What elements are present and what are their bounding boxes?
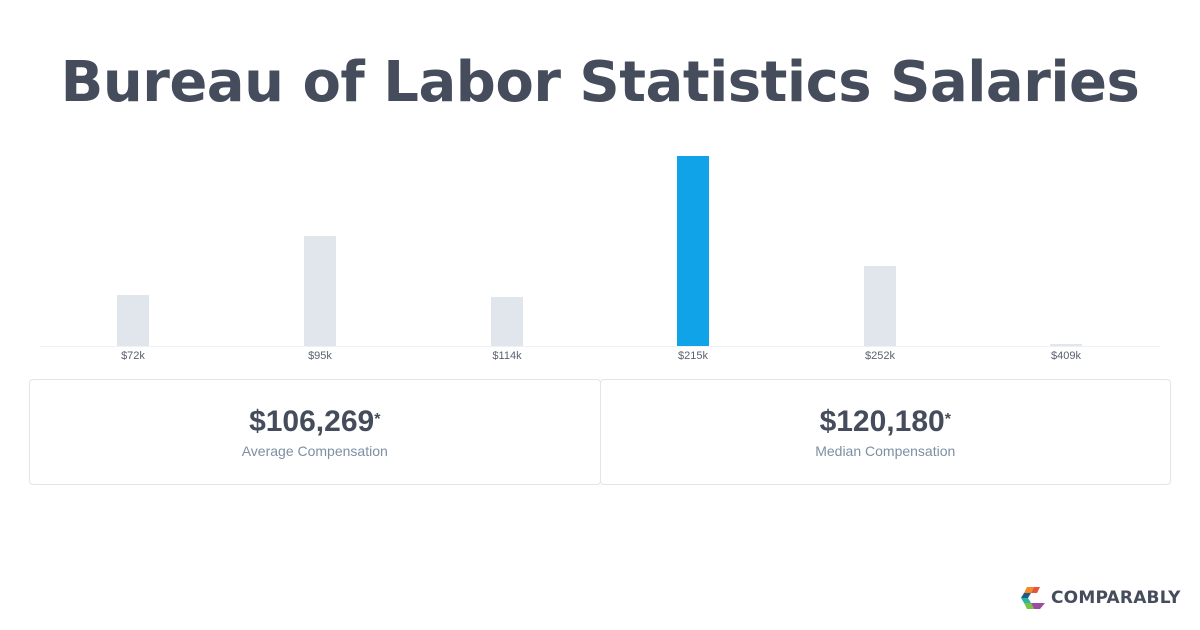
bar-215k [677, 156, 709, 346]
median-compensation-value: $120,180* [819, 405, 951, 438]
brand-name: COMPARABLY [1051, 588, 1181, 608]
compensation-cards: $106,269* Average Compensation $120,180*… [29, 379, 1171, 485]
x-tick-label: $95k [308, 350, 332, 362]
page-title: Bureau of Labor Statistics Salaries [60, 50, 1140, 115]
x-tick-label: $409k [1051, 350, 1081, 362]
x-tick-label: $72k [121, 350, 145, 362]
salary-bar-chart: $72k $95k $114k $215k $252k $409k [40, 140, 1160, 370]
average-compensation-card: $106,269* Average Compensation [29, 379, 601, 485]
bar-72k [117, 295, 149, 346]
x-tick-label: $252k [865, 350, 895, 362]
comparably-logo: COMPARABLY [1020, 586, 1181, 610]
x-tick-label: $114k [492, 350, 522, 362]
bar-409k [1050, 344, 1082, 346]
bar-114k [491, 297, 523, 346]
bar-95k [304, 236, 336, 346]
x-tick-label: $215k [678, 350, 708, 362]
average-compensation-value: $106,269* [249, 405, 381, 438]
comparably-logo-icon [1021, 587, 1045, 609]
average-compensation-label: Average Compensation [241, 443, 388, 459]
median-compensation-card: $120,180* Median Compensation [599, 379, 1171, 485]
median-compensation-label: Median Compensation [815, 443, 956, 459]
bar-252k [864, 266, 896, 346]
chart-baseline [40, 346, 1160, 347]
